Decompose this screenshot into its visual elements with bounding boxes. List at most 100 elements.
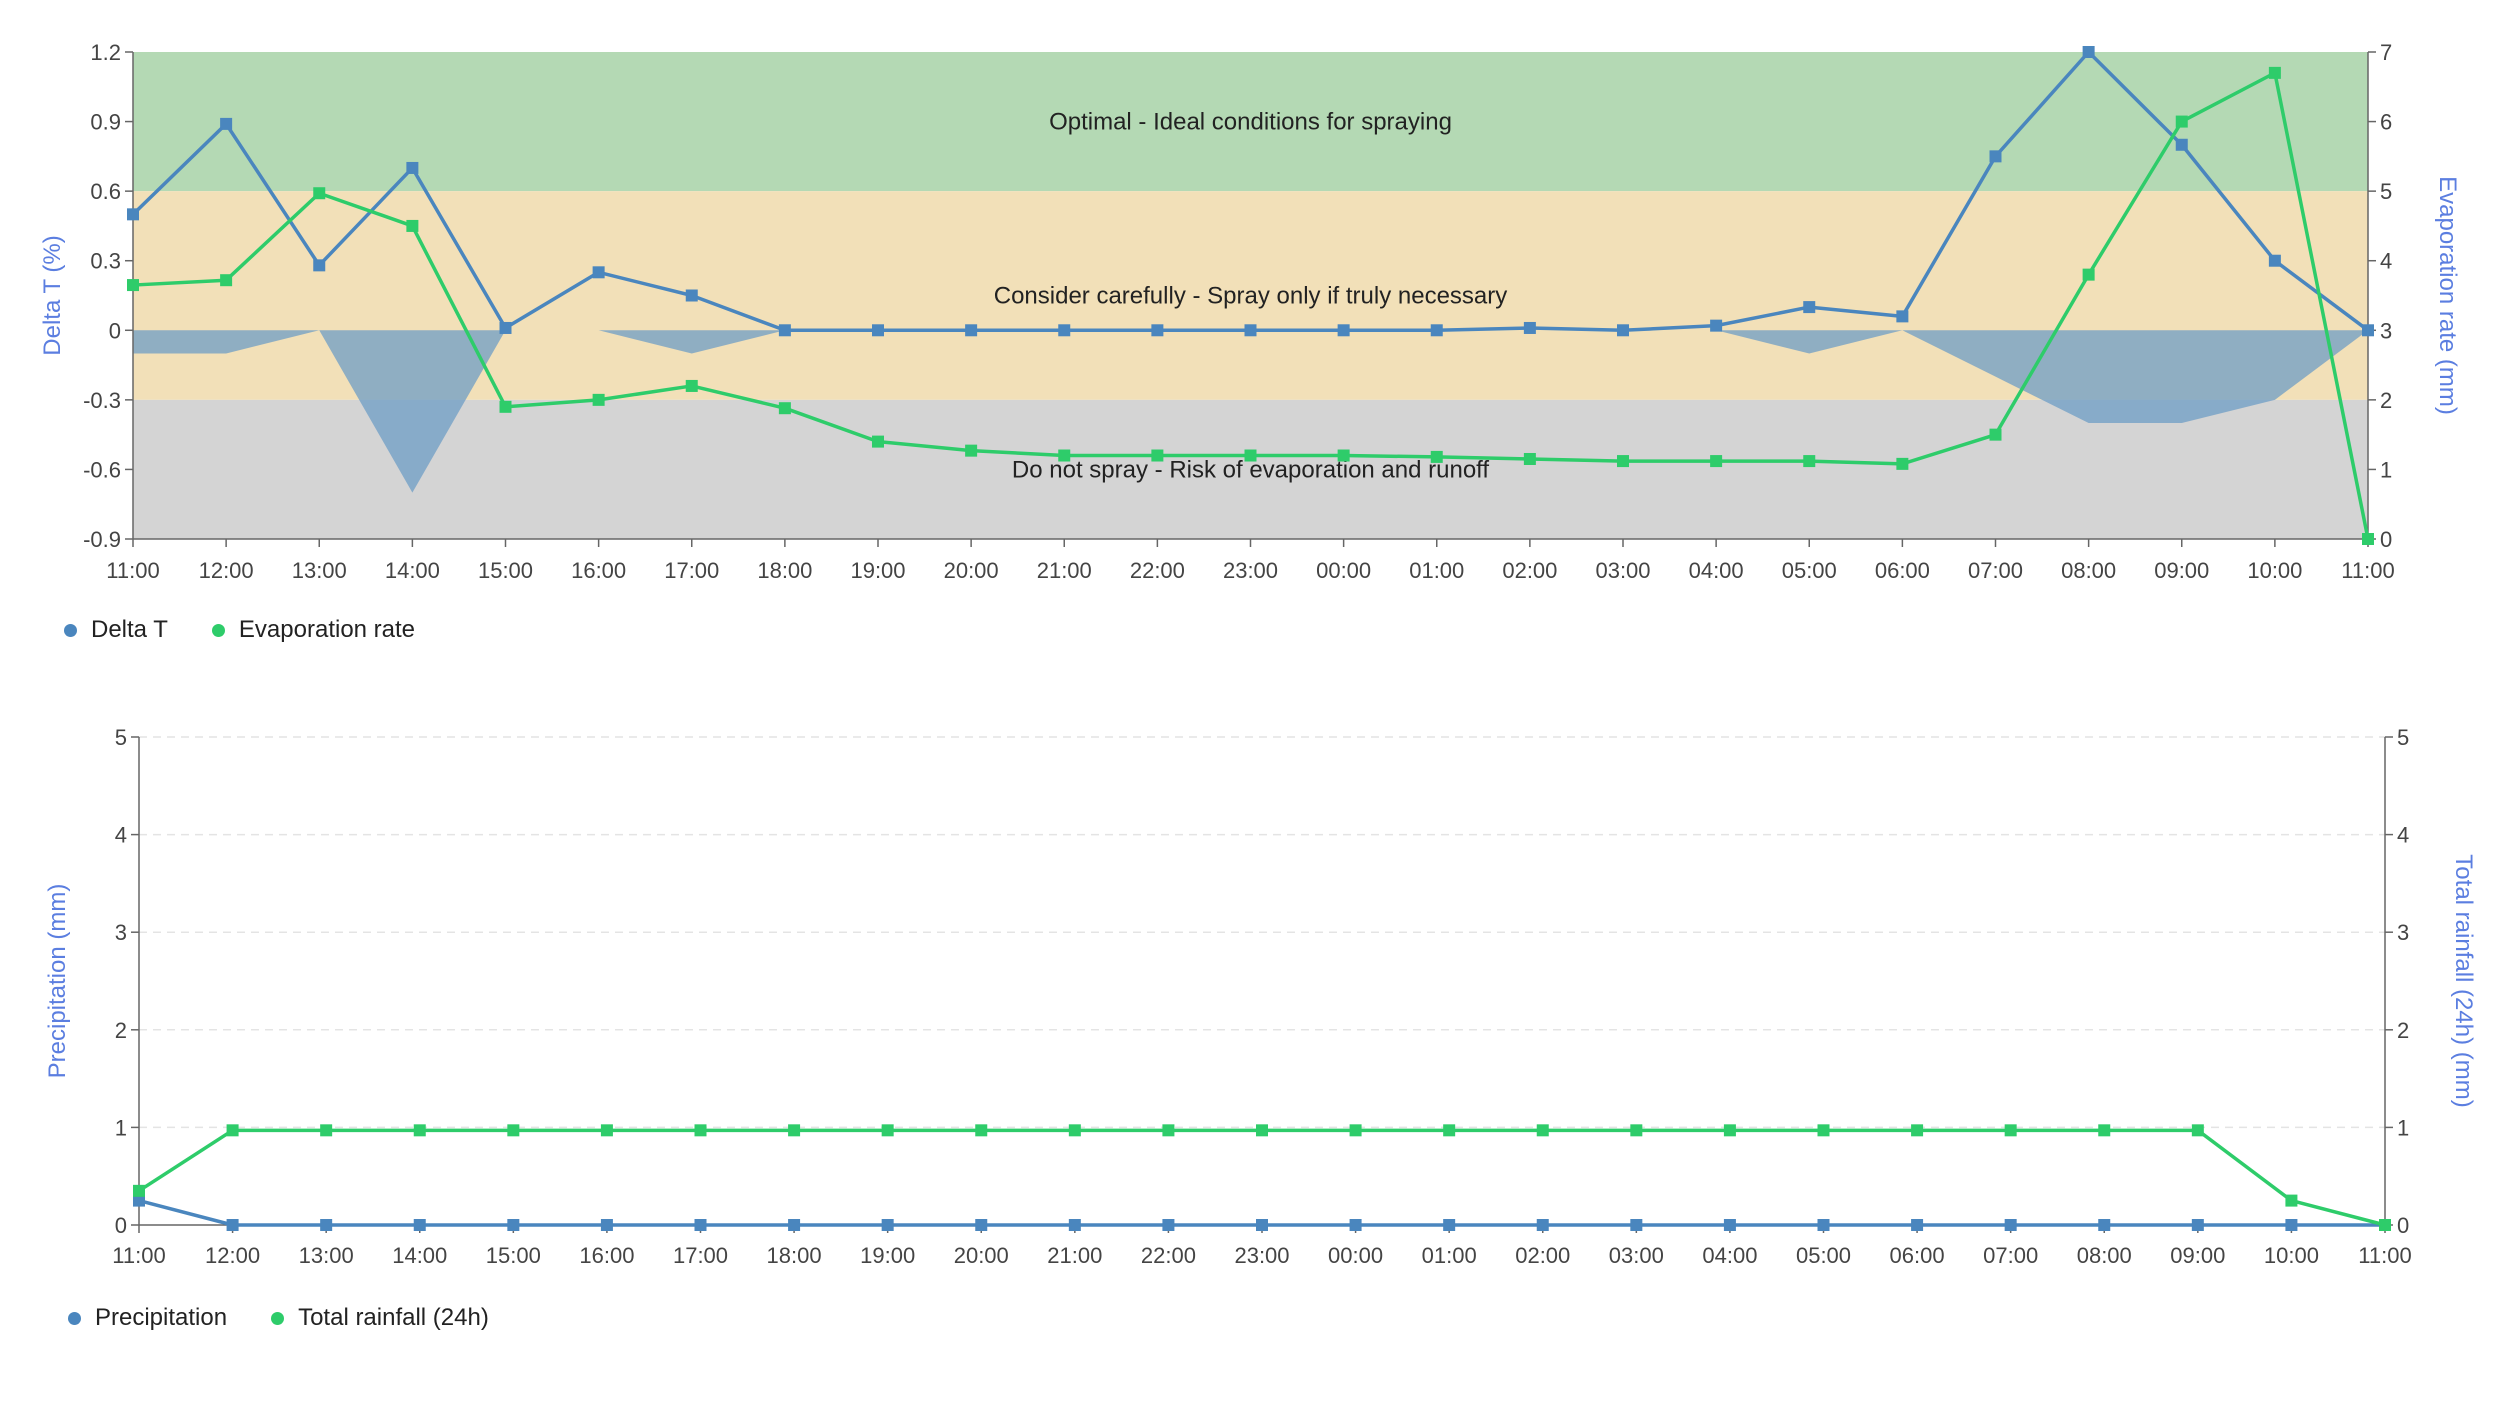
x-tick-label: 23:00 xyxy=(1223,558,1278,583)
x-tick-label: 08:00 xyxy=(2077,1243,2132,1268)
total-rainfall-24h-point xyxy=(1162,1124,1175,1137)
delta-t-point xyxy=(1523,321,1536,334)
total-rainfall-24h-point xyxy=(881,1124,894,1137)
right-tick-label: 2 xyxy=(2397,1018,2409,1043)
delta-t-point xyxy=(778,324,791,337)
evaporation-rate-point xyxy=(406,219,419,232)
x-tick-label: 16:00 xyxy=(571,558,626,583)
x-tick-label: 01:00 xyxy=(1422,1243,1477,1268)
total-rainfall-24h-point xyxy=(1443,1124,1456,1137)
total-rainfall-24h-point xyxy=(1817,1124,1830,1137)
x-tick-label: 11:00 xyxy=(2358,1243,2411,1268)
delta-t-point xyxy=(592,266,605,279)
legend-marker-precipitation xyxy=(68,1311,81,1325)
precipitation-point xyxy=(1817,1219,1830,1231)
x-tick-label: 14:00 xyxy=(385,558,440,583)
delta-t-point xyxy=(406,161,419,174)
delta-t-point xyxy=(1058,324,1071,337)
evaporation-rate-point xyxy=(1617,455,1629,468)
legend-item-precipitation[interactable]: Precipitation xyxy=(68,1304,227,1332)
evaporation-rate-point xyxy=(1058,449,1071,462)
left-tick-label: 0.6 xyxy=(90,179,121,204)
total-rainfall-24h-point xyxy=(694,1124,707,1137)
legend-label-evaporation-rate: Evaporation rate xyxy=(238,616,416,643)
x-tick-label: 17:00 xyxy=(673,1243,728,1268)
total-rainfall-24h-point xyxy=(1723,1124,1736,1137)
total-rainfall-24h-point xyxy=(600,1124,613,1137)
right-tick-label: 5 xyxy=(2397,725,2409,750)
x-tick-label: 10:00 xyxy=(2264,1243,2319,1268)
x-tick-label: 05:00 xyxy=(1782,558,1837,583)
delta-t-point xyxy=(220,117,233,130)
precipitation-point xyxy=(1256,1219,1268,1231)
evaporation-rate-point xyxy=(872,435,884,448)
delta-t-point xyxy=(127,208,139,221)
delta-t-point xyxy=(1710,319,1723,332)
total-rainfall-24h-point xyxy=(320,1124,333,1137)
precipitation-point xyxy=(2004,1219,2017,1231)
delta-t-point xyxy=(1803,301,1816,314)
x-tick-label: 19:00 xyxy=(850,558,905,583)
x-tick-label: 07:00 xyxy=(1983,1243,2038,1268)
evaporation-rate-point xyxy=(499,400,512,413)
precipitation-point xyxy=(507,1219,520,1231)
precipitation-point xyxy=(413,1219,426,1231)
x-tick-label: 12:00 xyxy=(205,1243,260,1268)
precipitation-point xyxy=(1723,1219,1736,1231)
left-tick-label: 5 xyxy=(115,725,127,750)
x-tick-label: 17:00 xyxy=(664,558,719,583)
right-axis-title: Evaporation rate (mm) xyxy=(2434,176,2461,415)
total-rainfall-24h-point xyxy=(788,1124,801,1137)
x-tick-label: 21:00 xyxy=(1037,558,1092,583)
x-tick-label: 22:00 xyxy=(1130,558,1185,583)
total-rainfall-24h-point xyxy=(1349,1124,1362,1137)
evaporation-rate-point xyxy=(592,393,605,406)
evaporation-rate-point xyxy=(1989,428,2002,441)
evaporation-rate-point xyxy=(1803,455,1816,468)
delta-t-point xyxy=(1896,310,1909,323)
x-tick-label: 11:00 xyxy=(106,558,159,583)
right-tick-label: 6 xyxy=(2380,110,2392,135)
right-tick-label: 0 xyxy=(2397,1213,2409,1238)
evaporation-rate-point xyxy=(685,379,698,392)
evaporation-rate-point xyxy=(1430,450,1443,463)
delta-t-point xyxy=(1337,324,1350,337)
legend-label-total-rainfall: Total rainfall (24h) xyxy=(298,1304,489,1331)
evaporation-rate-point xyxy=(127,279,139,292)
evaporation-rate-point xyxy=(1337,449,1350,462)
precipitation-point xyxy=(2285,1219,2298,1231)
delta-t-point xyxy=(1989,150,2002,163)
x-tick-label: 19:00 xyxy=(860,1243,915,1268)
x-tick-label: 09:00 xyxy=(2170,1243,2225,1268)
left-tick-label: 1 xyxy=(115,1115,127,1140)
legend-item-delta-t[interactable]: Delta T xyxy=(64,616,168,644)
delta-t-point xyxy=(2082,46,2095,58)
delta-t-chart: Optimal - Ideal conditions for spraying C… xyxy=(39,40,2461,583)
delta-t-point xyxy=(499,321,512,334)
total-rainfall-24h-point xyxy=(2098,1124,2111,1137)
total-rainfall-24h-point xyxy=(2191,1124,2204,1137)
precipitation-point xyxy=(1911,1219,1924,1231)
precipitation-point xyxy=(1068,1219,1081,1231)
left-tick-label: -0.6 xyxy=(83,457,121,482)
evaporation-rate-point xyxy=(1523,452,1536,465)
left-tick-label: -0.3 xyxy=(83,388,121,413)
total-rainfall-24h-point xyxy=(413,1124,426,1137)
evaporation-rate-point xyxy=(1151,449,1164,462)
x-tick-label: 20:00 xyxy=(944,558,999,583)
legend-marker-delta-t xyxy=(64,623,77,637)
x-tick-label: 02:00 xyxy=(1515,1243,1570,1268)
total-rainfall-24h-point xyxy=(507,1124,520,1137)
delta-t-legend: Delta T Evaporation rate xyxy=(64,616,415,644)
legend-item-evaporation-rate[interactable]: Evaporation rate xyxy=(211,616,416,644)
left-tick-label: 1.2 xyxy=(90,40,121,65)
evaporation-rate-point xyxy=(2268,66,2281,79)
band-2 xyxy=(133,399,2368,539)
x-tick-label: 15:00 xyxy=(486,1243,541,1268)
legend-item-total-rainfall[interactable]: Total rainfall (24h) xyxy=(271,1304,489,1332)
x-tick-label: 23:00 xyxy=(1234,1243,1289,1268)
total-rainfall-24h-point xyxy=(226,1124,239,1137)
x-tick-label: 18:00 xyxy=(757,558,812,583)
precipitation-point xyxy=(226,1219,239,1231)
